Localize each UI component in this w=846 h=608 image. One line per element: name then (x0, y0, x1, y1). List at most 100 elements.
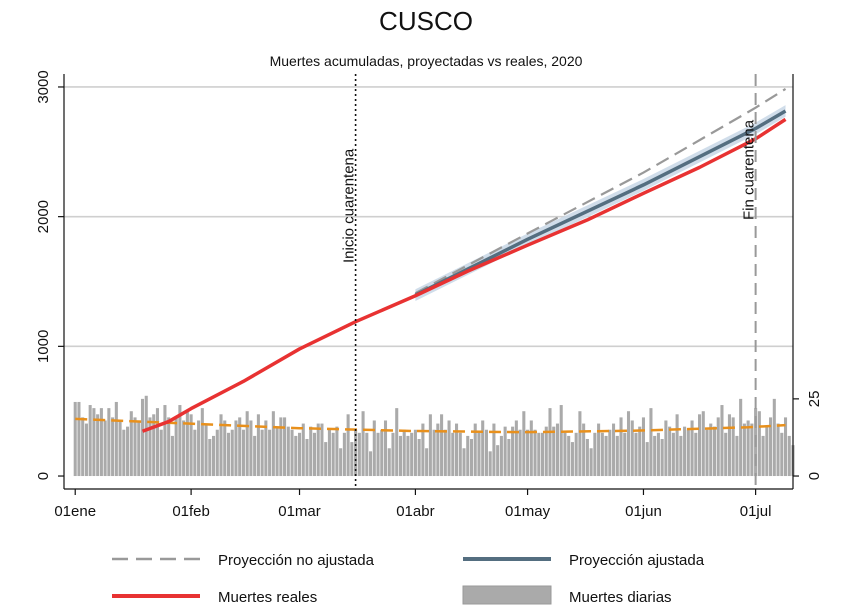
daily-bar (215, 429, 219, 477)
daily-bar (585, 438, 589, 477)
daily-bar (84, 423, 88, 477)
daily-bar (469, 438, 474, 477)
daily-bar (107, 408, 111, 477)
daily-bar (219, 414, 223, 477)
daily-bar (641, 417, 645, 477)
daily-bar (638, 426, 642, 477)
daily-bar (402, 429, 406, 477)
actual-deaths-line (141, 117, 787, 433)
y-right-tick-label: 25 (806, 391, 823, 408)
daily-bar (88, 405, 92, 477)
daily-bar (425, 448, 429, 477)
daily-bar (428, 414, 432, 477)
daily-bar (634, 432, 638, 477)
daily-bar (92, 408, 96, 477)
annotation-label: Inicio cuarentena (341, 148, 358, 263)
daily-bar (720, 405, 724, 477)
x-tick-label: 01jul (740, 503, 772, 520)
x-tick-label: 01may (505, 503, 551, 520)
daily-bar (664, 420, 668, 477)
daily-bar (499, 435, 503, 477)
daily-bar (724, 432, 728, 477)
daily-bar (604, 435, 608, 477)
legend: Proyección no ajustada Proyección ajusta… (112, 552, 705, 606)
daily-bar (144, 395, 148, 477)
annotation-label: Fin cuarentena (741, 119, 758, 220)
daily-bar (327, 429, 331, 477)
daily-bar (615, 435, 619, 477)
daily-bar (750, 423, 754, 477)
daily-bar (757, 411, 761, 477)
daily-bar (772, 398, 776, 477)
daily-bar (484, 429, 488, 477)
daily-bar (727, 414, 731, 477)
daily-bar (589, 448, 593, 477)
daily-bar (466, 435, 470, 477)
daily-bar (709, 423, 713, 477)
daily-bar (140, 398, 145, 477)
daily-bar (765, 426, 769, 477)
daily-bar (552, 426, 556, 477)
daily-bar (197, 420, 201, 477)
daily-bar (608, 429, 612, 477)
daily-bar (283, 417, 287, 477)
legend-item-proyeccion-ajustada: Proyección ajustada (463, 552, 705, 569)
daily-bar (473, 423, 477, 477)
daily-bar (529, 420, 533, 477)
daily-bar (656, 432, 660, 477)
daily-bar (716, 417, 720, 477)
chart-subtitle: Muertes acumuladas, proyectadas vs reale… (270, 53, 583, 69)
daily-bar (339, 448, 343, 477)
daily-bar (567, 435, 571, 477)
daily-bar (783, 417, 788, 477)
daily-bar (212, 435, 216, 477)
daily-bar (264, 420, 268, 477)
daily-trend (75, 417, 786, 434)
daily-bar (331, 432, 335, 477)
daily-bar (649, 408, 653, 477)
daily-bar (413, 429, 417, 477)
daily-bar (354, 429, 358, 477)
projection-adjusted-line (414, 109, 787, 297)
x-tick-label: 01feb (172, 503, 210, 520)
legend-item-proyeccion-no-ajustada: Proyección no ajustada (112, 552, 375, 569)
daily-bar (511, 426, 515, 477)
projection-unadjusted-line (414, 87, 787, 295)
daily-bar (320, 423, 324, 477)
daily-bar (365, 432, 369, 477)
daily-bar (290, 429, 294, 477)
daily-bar (600, 432, 604, 477)
daily-bar (679, 435, 683, 477)
daily-bar (234, 420, 238, 477)
y-left-tick-label: 1000 (35, 330, 52, 363)
daily-bar (111, 417, 115, 477)
daily-bar (462, 448, 466, 477)
daily-bar (189, 414, 193, 477)
daily-bar (746, 420, 750, 477)
daily-bar (683, 426, 687, 477)
daily-bar (163, 405, 167, 477)
daily-bar (593, 432, 597, 477)
daily-bar (432, 429, 436, 477)
daily-bar (712, 426, 717, 477)
daily-bar (761, 435, 765, 477)
daily-bar (544, 426, 548, 477)
daily-bar (582, 423, 586, 477)
daily-bar (739, 398, 743, 477)
daily-bar (623, 432, 627, 477)
daily-bar (769, 417, 773, 477)
daily-bar (417, 438, 421, 477)
daily-bar (155, 408, 159, 477)
daily-bar (241, 429, 245, 477)
axes: 01ene 01feb 01mar 01abr 01may 01jun 01jul 0 1000… (35, 70, 823, 520)
legend-label: Muertes reales (218, 589, 317, 606)
daily-bar (122, 429, 126, 477)
daily-bar (776, 423, 780, 477)
daily-bar (256, 414, 260, 477)
daily-bar (268, 429, 272, 477)
daily-bar (73, 401, 77, 477)
daily-bar (698, 414, 702, 477)
daily-bar (297, 432, 302, 477)
daily-bar (597, 423, 601, 477)
daily-bar (357, 432, 361, 477)
